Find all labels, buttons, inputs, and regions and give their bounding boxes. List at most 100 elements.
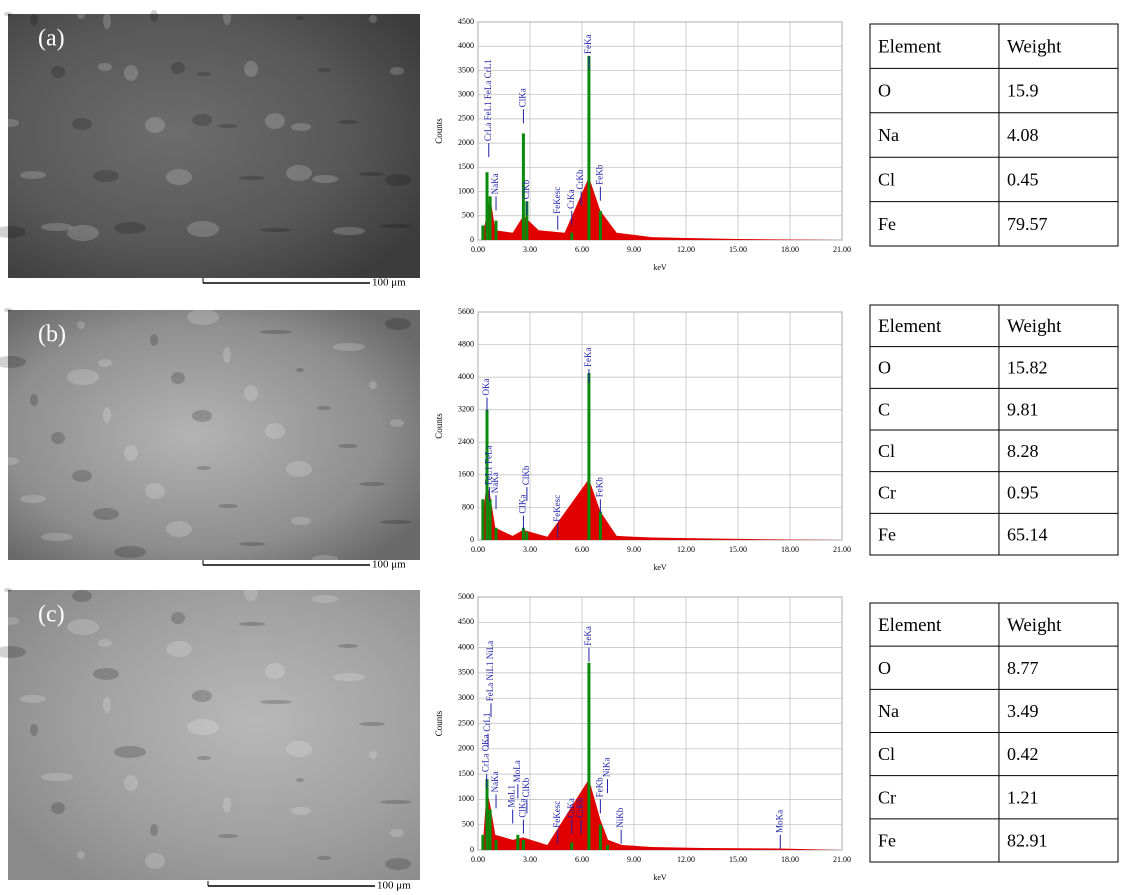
y-tick-label: 4000 (458, 372, 474, 381)
peak-label: CrLa FeL1 FeLa CrL1 (483, 59, 493, 141)
texture (312, 175, 338, 183)
sem-image (8, 14, 420, 278)
x-tick-label: 21.00 (833, 245, 851, 254)
y-tick-label: 4000 (458, 642, 474, 651)
texture (333, 673, 365, 681)
y-tick-label: 1000 (458, 186, 474, 195)
texture (145, 853, 165, 869)
x-tick-label: 3.00 (523, 245, 537, 254)
table-cell: Fe (878, 831, 896, 851)
table-header: Weight (1007, 316, 1062, 337)
table-cell: 4.08 (1007, 125, 1038, 145)
texture (390, 419, 404, 427)
peak-label: NaKa (490, 472, 500, 493)
y-tick-label: 1500 (458, 162, 474, 171)
panel-label: (a) (38, 26, 65, 52)
texture (145, 117, 165, 133)
x-tick-label: 0.00 (471, 245, 485, 254)
texture (223, 9, 231, 25)
peak (486, 779, 489, 850)
texture (197, 72, 211, 76)
peak-label: ClKa (517, 799, 527, 818)
texture (380, 800, 412, 804)
y-tick-label: 3500 (458, 65, 474, 74)
x-tick-label: 21.00 (833, 545, 851, 554)
sem-image (8, 590, 420, 880)
y-tick-label: 500 (462, 211, 474, 220)
peak-label: ClKb (521, 465, 531, 485)
texture (166, 641, 192, 657)
peak (522, 840, 525, 850)
x-tick-label: 9.00 (627, 855, 641, 864)
texture (380, 224, 412, 228)
texture (187, 719, 219, 735)
peak (525, 532, 528, 540)
y-tick-label: 0 (470, 845, 474, 854)
peak-label: FeKesc (552, 801, 562, 828)
texture (239, 176, 265, 180)
y-tick-label: 500 (462, 820, 474, 829)
texture (77, 321, 85, 329)
x-tick-label: 21.00 (833, 855, 851, 864)
peak-label: MoL1 (507, 785, 517, 808)
texture (260, 330, 292, 334)
texture (72, 118, 92, 130)
texture (385, 858, 411, 870)
table-cell: Cl (878, 744, 895, 764)
texture (197, 466, 211, 470)
peak (495, 221, 498, 240)
peak-label: FeKa (583, 34, 593, 54)
peak (587, 663, 590, 850)
table-cell: 15.9 (1007, 81, 1038, 101)
texture (145, 483, 165, 499)
table-cell: Cr (878, 787, 896, 807)
peak (599, 825, 602, 850)
y-tick-label: 1000 (458, 794, 474, 803)
texture (4, 308, 12, 312)
texture (98, 359, 112, 367)
texture (166, 521, 192, 537)
texture (359, 722, 385, 726)
table-cell: O (878, 658, 891, 678)
table-cell: 9.81 (1007, 399, 1038, 419)
texture (369, 381, 377, 389)
peak-label: FeKb (594, 777, 604, 797)
peak (570, 233, 573, 240)
texture (30, 14, 38, 26)
y-tick-label: 0 (470, 235, 474, 244)
y-tick-label: 800 (462, 502, 474, 511)
table-header: Element (878, 615, 942, 636)
texture (265, 423, 285, 439)
peak-label: OKa (481, 379, 491, 396)
texture (192, 410, 212, 422)
texture (244, 385, 258, 401)
texture (291, 807, 311, 815)
y-tick-label: 0 (470, 535, 474, 544)
texture (150, 824, 158, 836)
texture (98, 63, 112, 71)
texture (244, 61, 258, 77)
peak (495, 528, 498, 540)
peak-label: FeKa (583, 626, 593, 646)
y-tick-label: 1600 (458, 470, 474, 479)
peak-label: NiKa (602, 758, 612, 778)
table-header: Element (878, 316, 942, 337)
texture (390, 67, 404, 75)
peak (495, 840, 498, 850)
y-tick-label: 2000 (458, 138, 474, 147)
peak-label: MoKa (774, 810, 784, 833)
x-tick-label: 0.00 (471, 545, 485, 554)
table-cell: Na (878, 701, 899, 721)
texture (103, 407, 111, 423)
peak-label: ClKb (521, 179, 531, 199)
texture (265, 663, 285, 679)
texture (218, 834, 238, 838)
texture (317, 68, 331, 72)
texture (77, 851, 85, 859)
texture (390, 829, 404, 837)
texture (20, 495, 46, 503)
y-tick-label: 4500 (458, 17, 474, 26)
texture (333, 227, 365, 235)
texture (171, 612, 185, 624)
peak-label: FeKb (594, 477, 604, 497)
